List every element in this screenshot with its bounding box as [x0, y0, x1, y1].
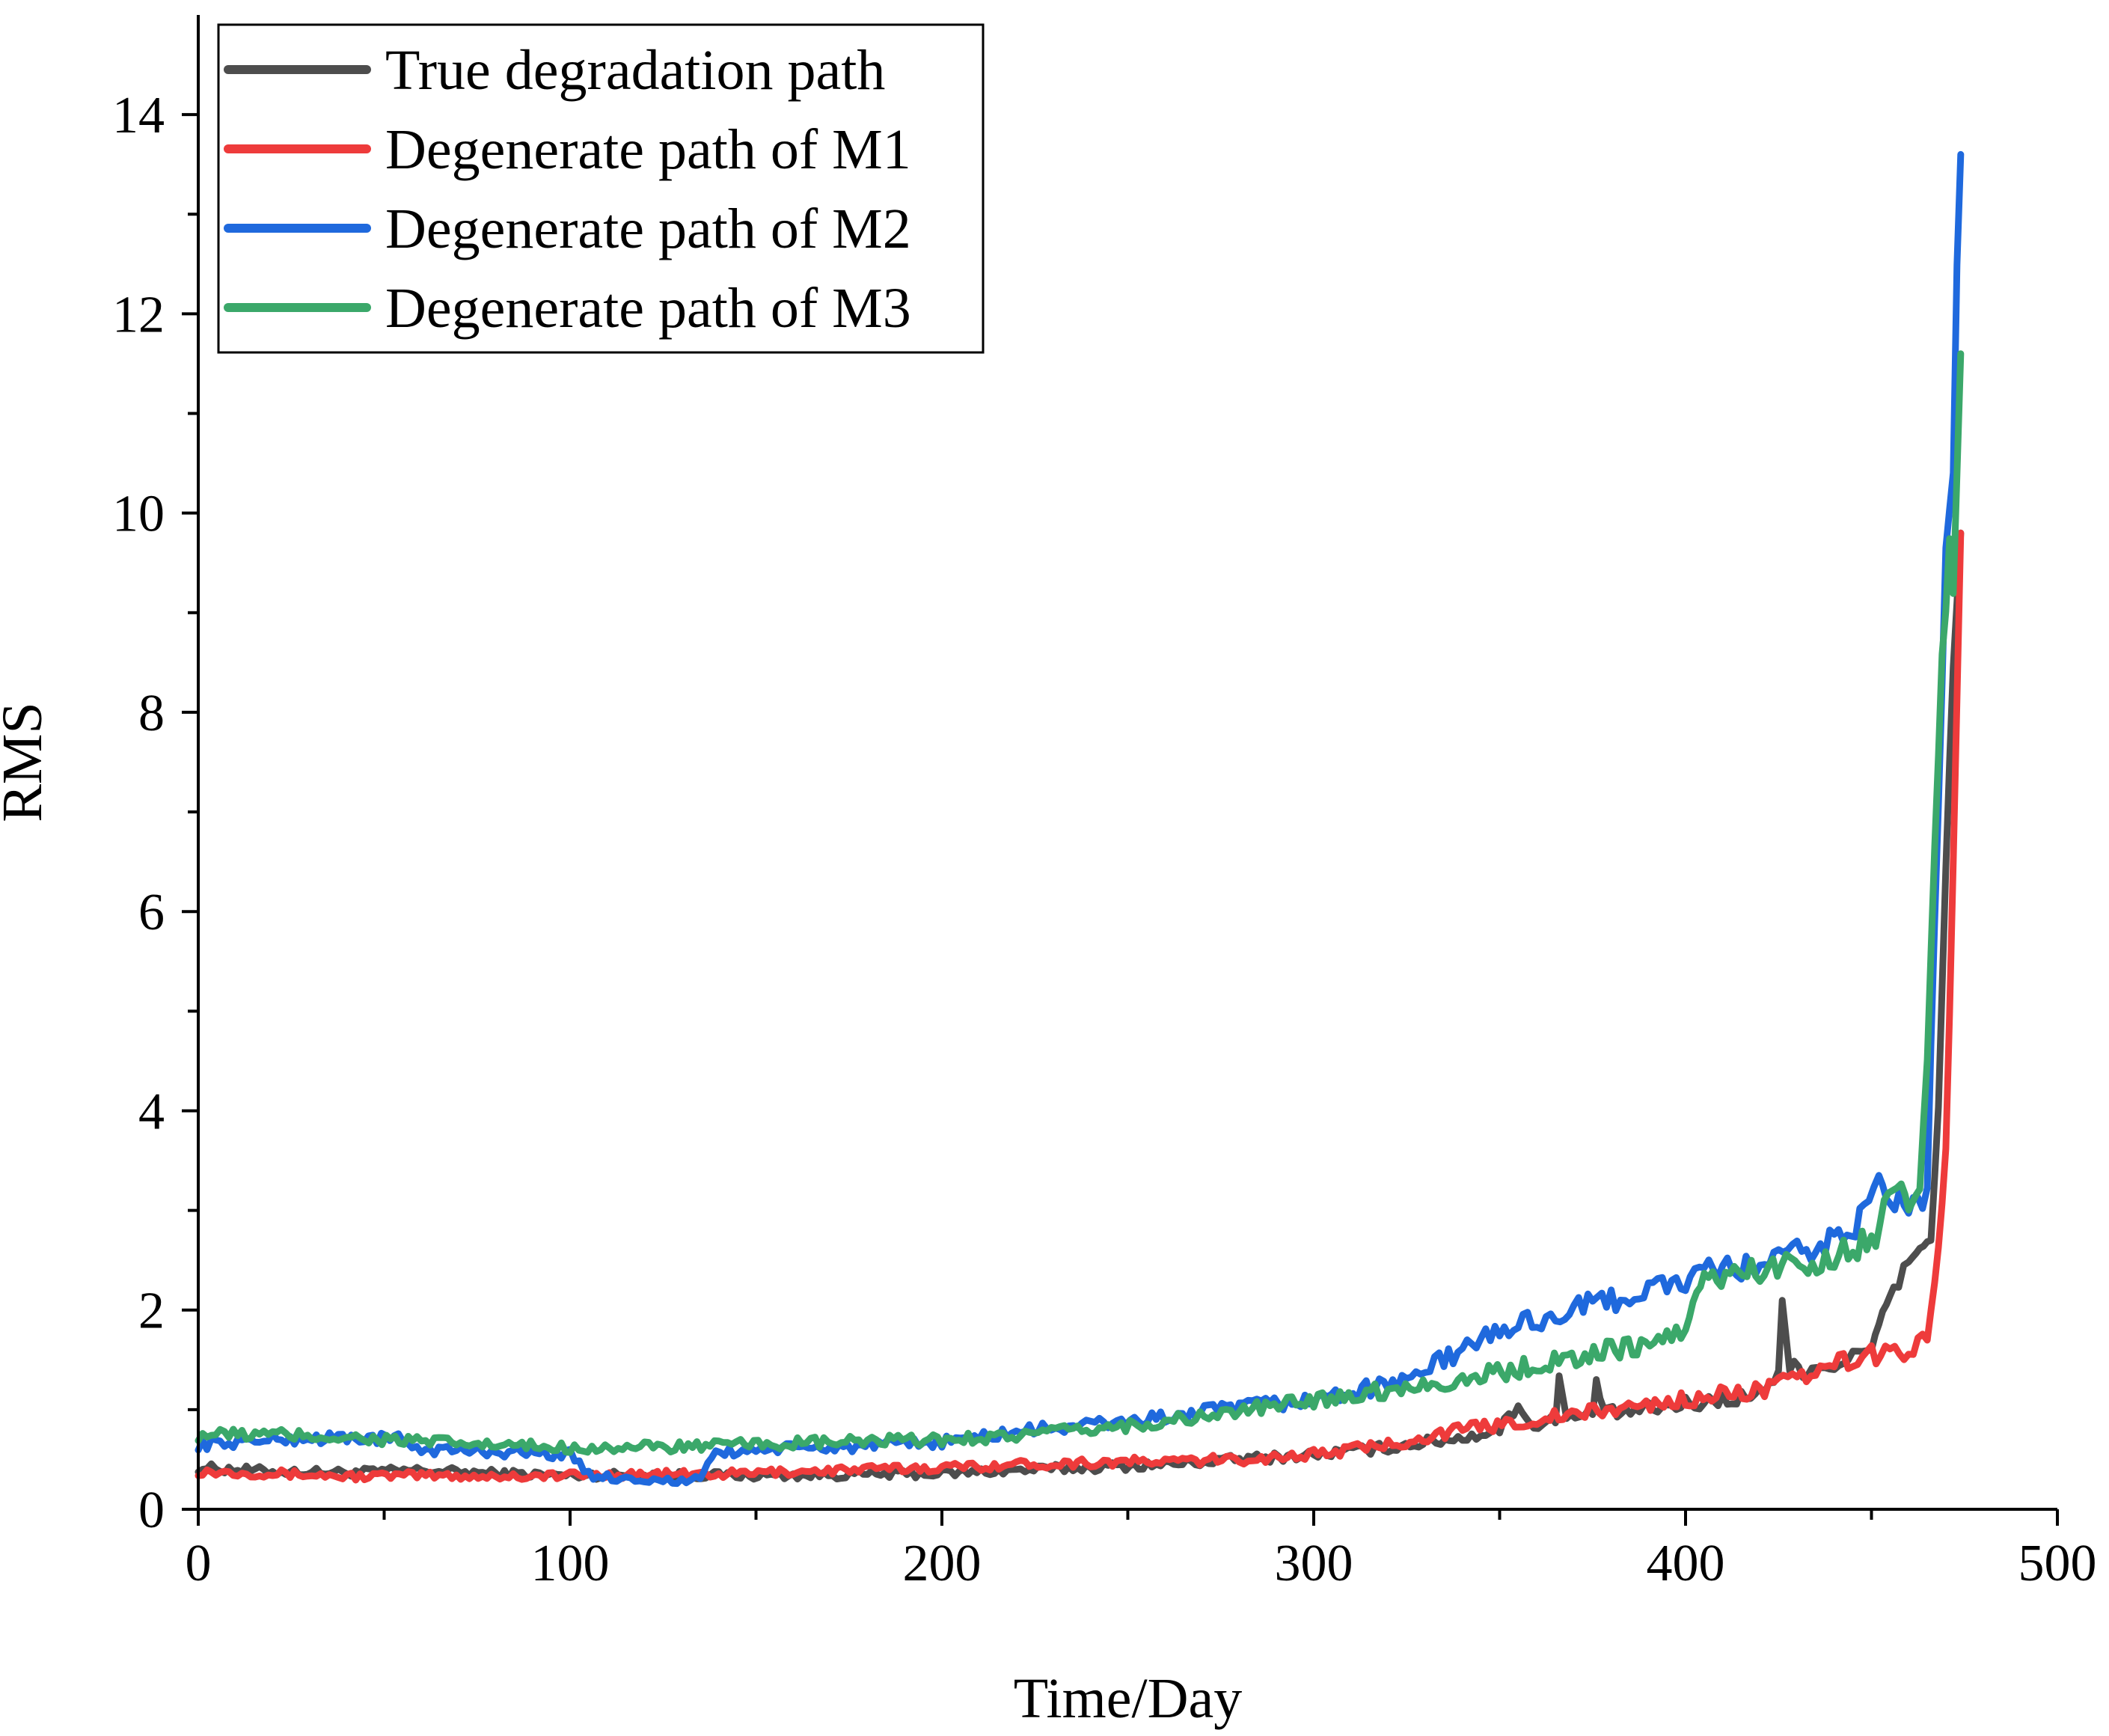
y-tick-label: 0	[138, 1482, 165, 1539]
series-line	[195, 150, 1965, 1488]
legend-label: True degradation path	[385, 39, 885, 102]
x-tick-label: 400	[1647, 1535, 1725, 1592]
series-layer	[195, 150, 1965, 1488]
x-tick-label: 0	[186, 1535, 212, 1592]
legend-items: True degradation path Degenerate path of …	[224, 39, 911, 340]
legend-label: Degenerate path of M2	[385, 198, 911, 260]
x-ticks: 0 100 200 300 400 500	[186, 1509, 2097, 1592]
x-tick-label: 200	[903, 1535, 982, 1592]
series-line	[195, 350, 1965, 1456]
series-line	[195, 529, 1965, 1483]
y-tick-label: 12	[112, 286, 165, 343]
y-tick-label: 10	[112, 486, 165, 543]
y-axis-title: RMS	[0, 702, 54, 822]
legend-label: Degenerate path of M3	[385, 277, 911, 340]
x-tick-label: 300	[1275, 1535, 1353, 1592]
x-tick-label: 500	[2018, 1535, 2097, 1592]
y-tick-label: 14	[112, 87, 165, 144]
y-ticks: 0 2 4 6 8 10 12 14	[112, 87, 198, 1539]
legend-box	[217, 23, 985, 354]
x-tick-label: 100	[531, 1535, 610, 1592]
legend: True degradation path Degenerate path of …	[217, 23, 985, 354]
y-tick-label: 4	[138, 1083, 165, 1140]
y-tick-label: 6	[138, 884, 165, 941]
y-tick-label: 8	[138, 685, 165, 742]
x-axis-title: Time/Day	[1014, 1667, 1242, 1730]
series-line	[195, 529, 1965, 1484]
legend-label: Degenerate path of M1	[385, 118, 911, 181]
y-tick-label: 2	[138, 1283, 165, 1340]
